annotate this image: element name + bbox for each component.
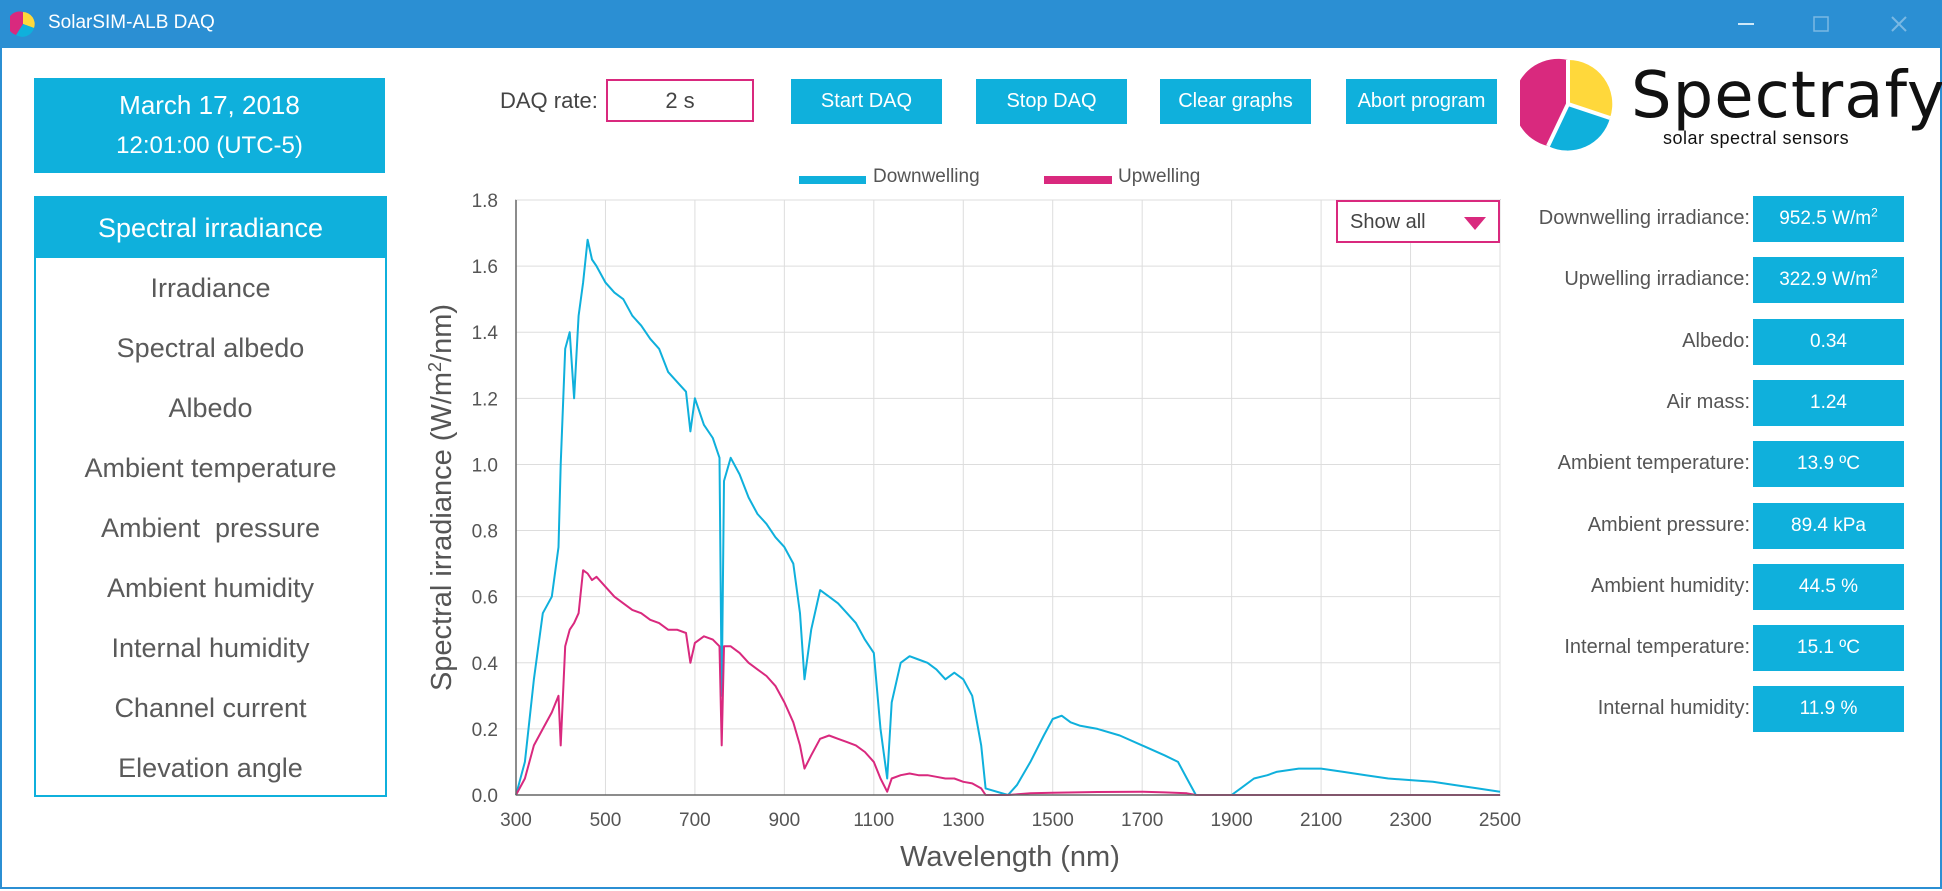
nav-item-spectral-albedo[interactable]: Spectral albedo [116,333,305,363]
minimize-icon[interactable] [1732,10,1760,38]
stop-daq-button[interactable]: Stop DAQ [976,79,1127,124]
legend-label-downwelling: Downwelling [873,166,980,187]
stat-value-air-mass: 1.24 [1753,379,1904,426]
stat-label-upwelling-irradiance: Upwelling irradiance: [1564,268,1750,291]
x-tick-label: 2300 [1389,810,1431,831]
series-filter-value: Show all [1350,211,1426,233]
date-display: March 17, 2018 [119,90,300,120]
x-tick-label: 2100 [1300,810,1342,831]
x-tick-label: 300 [500,810,532,831]
y-tick-label: 1.6 [472,257,498,278]
window-title: SolarSIM-ALB DAQ [48,12,215,33]
y-tick-label: 1.0 [472,455,498,476]
x-axis-title: Wavelength (nm) [900,841,1120,873]
series-line-downwelling [515,238,1501,796]
nav-item-albedo[interactable]: Albedo [168,393,253,423]
stat-value-upwelling-irradiance: 322.9 W/m2 [1753,257,1904,304]
stat-label-albedo: Albedo: [1682,329,1750,352]
nav-item-spectral-irradiance[interactable]: Spectral irradiance [36,198,385,258]
x-tick-label: 500 [590,810,622,831]
stat-label-ambient-pressure: Ambient pressure: [1587,513,1750,536]
series-filter-dropdown[interactable]: Show all [1336,200,1500,243]
start-daq-button[interactable]: Start DAQ [791,79,942,124]
nav-item-elevation-angle[interactable]: Elevation angle [118,753,303,783]
app-logo-icon [10,11,35,37]
x-tick-label: 900 [769,810,801,831]
abort-program-button[interactable]: Abort program [1346,79,1497,124]
window-titlebar: SolarSIM-ALB DAQ [0,0,1942,48]
time-display: 12:01:00 (UTC-5) [116,132,303,159]
stat-value-ambient-pressure: 89.4 kPa [1753,502,1904,549]
legend-label-upwelling: Upwelling [1118,166,1201,187]
nav-item-internal-humidity[interactable]: Internal humidity [111,633,310,663]
nav-item-channel-current[interactable]: Channel current [114,693,307,723]
x-tick-label: 1100 [853,810,894,831]
y-tick-label: 1.8 [472,191,498,212]
y-tick-label: 0.0 [472,786,498,807]
plot-area [515,199,1501,796]
close-icon[interactable] [1885,10,1913,38]
stat-value-downwelling-irradiance: 952.5 W/m2 [1753,196,1904,242]
stat-value-albedo: 0.34 [1753,318,1904,365]
y-axis-title: Spectral irradiance (W/m2/nm) [425,304,458,691]
nav-item-irradiance[interactable]: Irradiance [150,273,271,303]
maximize-icon[interactable] [1807,10,1835,38]
stat-value-ambient-temperature: 13.9 ºC [1753,441,1904,488]
y-tick-label: 1.2 [472,389,498,410]
y-tick-label: 0.6 [472,588,498,609]
nav-item-ambient-temperature[interactable]: Ambient temperature [84,453,337,483]
datetime-panel: March 17, 2018 12:01:00 (UTC-5) [34,78,385,173]
window-frame [0,48,1942,889]
x-tick-label: 1700 [1121,810,1163,831]
y-tick-label: 0.2 [472,720,498,741]
daq-rate-input[interactable] [606,79,754,122]
legend-swatch-downwelling [799,176,866,184]
daq-rate-label: DAQ rate: [500,88,598,113]
legend-swatch-upwelling [1044,176,1112,184]
x-tick-label: 1500 [1032,810,1074,831]
stat-label-internal-temperature: Internal temperature: [1564,636,1750,659]
stat-label-ambient-temperature: Ambient temperature: [1557,452,1750,475]
stat-value-ambient-humidity: 44.5 % [1753,563,1904,610]
series-line-upwelling [515,569,1500,796]
y-tick-label: 0.8 [472,522,498,543]
nav-item-ambient-humidity[interactable]: Ambient humidity [106,573,315,603]
stat-label-internal-humidity: Internal humidity: [1597,697,1750,720]
stat-label-downwelling-irradiance: Downwelling irradiance: [1538,207,1750,229]
stat-value-internal-humidity: 11.9 % [1753,686,1904,733]
y-tick-label: 1.4 [472,323,499,344]
spectrafy-logo-icon [1520,58,1613,151]
x-tick-label: 2500 [1479,810,1521,831]
clear-graphs-button[interactable]: Clear graphs [1160,79,1311,124]
stat-label-air-mass: Air mass: [1666,390,1750,413]
stat-label-ambient-humidity: Ambient humidity: [1591,574,1750,597]
logo-tagline: solar spectral sensors [1663,128,1850,148]
dropdown-arrow-icon [1464,217,1486,230]
logo-wordmark: Spectrafy [1631,59,1942,133]
stat-value-internal-temperature: 15.1 ºC [1753,625,1904,672]
y-tick-label: 0.4 [472,654,499,675]
nav-item-ambient-pressure[interactable]: Ambient pressure [100,513,321,543]
x-tick-label: 700 [679,810,711,831]
graph-selector-nav: Spectral irradiance Irradiance Spectral … [34,196,387,797]
x-tick-label: 1900 [1210,810,1252,831]
x-tick-label: 1300 [942,810,984,831]
